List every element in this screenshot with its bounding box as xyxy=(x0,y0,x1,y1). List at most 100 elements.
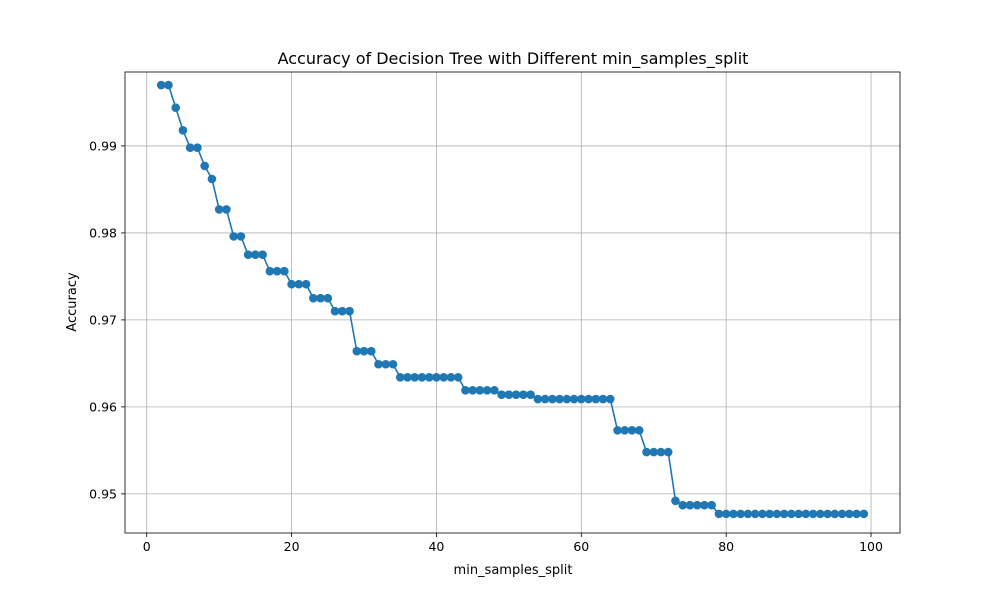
data-point xyxy=(707,500,716,510)
data-point xyxy=(265,266,275,276)
data-point xyxy=(193,143,202,152)
data-point xyxy=(772,509,782,519)
axis-layer: 0 20 40 60 80 100 0.95 0.96 0.97 0.98 0.99 xyxy=(89,138,883,554)
data-point xyxy=(642,447,651,457)
data-point xyxy=(482,386,492,395)
data-point xyxy=(352,346,362,356)
data-point xyxy=(526,390,535,400)
data-point xyxy=(656,447,666,457)
data-point xyxy=(859,509,869,519)
data-point xyxy=(258,250,267,259)
data-point xyxy=(301,279,311,289)
plot-frame xyxy=(124,71,901,534)
y-axis-label: Accuracy xyxy=(65,272,80,332)
data-point xyxy=(222,205,231,214)
data-point xyxy=(366,346,376,356)
x-tick-label: 100 xyxy=(859,539,883,554)
data-point xyxy=(280,266,289,276)
data-point xyxy=(388,359,398,369)
data-point xyxy=(243,250,253,259)
data-point xyxy=(519,390,528,400)
y-tick-label: 0.97 xyxy=(89,312,117,327)
y-tick-label: 0.99 xyxy=(89,138,117,153)
data-point xyxy=(475,386,485,395)
data-point xyxy=(330,306,340,316)
data-point xyxy=(446,373,456,382)
chart-title: Accuracy of Decision Tree with Different… xyxy=(278,49,749,69)
data-point xyxy=(424,373,434,382)
data-point xyxy=(584,394,593,404)
data-point xyxy=(577,394,586,404)
data-point xyxy=(323,293,333,303)
x-axis-label: min_samples_split xyxy=(454,563,573,578)
x-tick-label: 0 xyxy=(143,539,151,554)
data-point xyxy=(200,161,209,171)
data-point xyxy=(410,373,420,382)
data-point xyxy=(685,500,695,510)
x-tick-label: 40 xyxy=(428,539,444,554)
data-point xyxy=(511,390,521,400)
data-point xyxy=(758,509,767,519)
data-point xyxy=(432,373,441,382)
series-line xyxy=(161,84,864,515)
data-point xyxy=(309,293,318,303)
data-point xyxy=(801,509,811,519)
data-point xyxy=(548,394,557,404)
data-point xyxy=(156,80,166,90)
data-point xyxy=(294,279,304,289)
data-point xyxy=(185,143,195,152)
data-point xyxy=(533,394,543,404)
data-point xyxy=(750,509,760,519)
data-point xyxy=(453,373,463,382)
data-point xyxy=(555,394,564,404)
y-tick-label: 0.96 xyxy=(89,399,117,414)
series-layer xyxy=(156,80,869,519)
data-point xyxy=(830,509,840,519)
data-point xyxy=(439,373,448,382)
data-point xyxy=(272,266,282,276)
data-point xyxy=(417,373,427,382)
data-point xyxy=(794,509,803,519)
data-point xyxy=(714,509,724,519)
data-point xyxy=(229,232,238,241)
data-point xyxy=(562,394,572,404)
data-point xyxy=(787,509,796,519)
data-point xyxy=(844,509,854,519)
data-point xyxy=(374,359,383,369)
data-point xyxy=(605,394,615,404)
data-point xyxy=(743,509,753,519)
data-point xyxy=(598,394,608,404)
y-tick-label: 0.98 xyxy=(89,225,117,240)
data-point xyxy=(634,426,644,435)
data-point xyxy=(287,279,296,289)
data-point xyxy=(678,500,688,510)
data-point xyxy=(816,509,825,519)
data-point xyxy=(236,232,246,241)
data-point xyxy=(700,500,709,510)
data-point xyxy=(736,509,745,519)
data-point xyxy=(569,394,579,404)
grid-layer xyxy=(125,72,900,533)
data-point xyxy=(649,447,659,457)
data-point xyxy=(613,426,622,435)
data-point xyxy=(540,394,550,404)
data-point xyxy=(490,386,499,395)
data-point xyxy=(671,496,680,506)
data-point xyxy=(591,394,601,404)
data-point xyxy=(779,509,789,519)
x-tick-label: 60 xyxy=(573,539,589,554)
y-tick-label: 0.95 xyxy=(89,486,117,501)
data-point xyxy=(765,509,774,519)
data-point xyxy=(729,509,738,519)
data-point xyxy=(497,390,506,400)
data-point xyxy=(214,205,224,214)
data-point xyxy=(207,174,217,184)
data-point xyxy=(808,509,818,519)
data-point xyxy=(461,386,470,395)
data-point xyxy=(164,80,173,90)
data-point xyxy=(468,386,477,395)
data-point xyxy=(337,306,347,316)
data-point xyxy=(627,426,637,435)
data-point xyxy=(345,306,354,316)
